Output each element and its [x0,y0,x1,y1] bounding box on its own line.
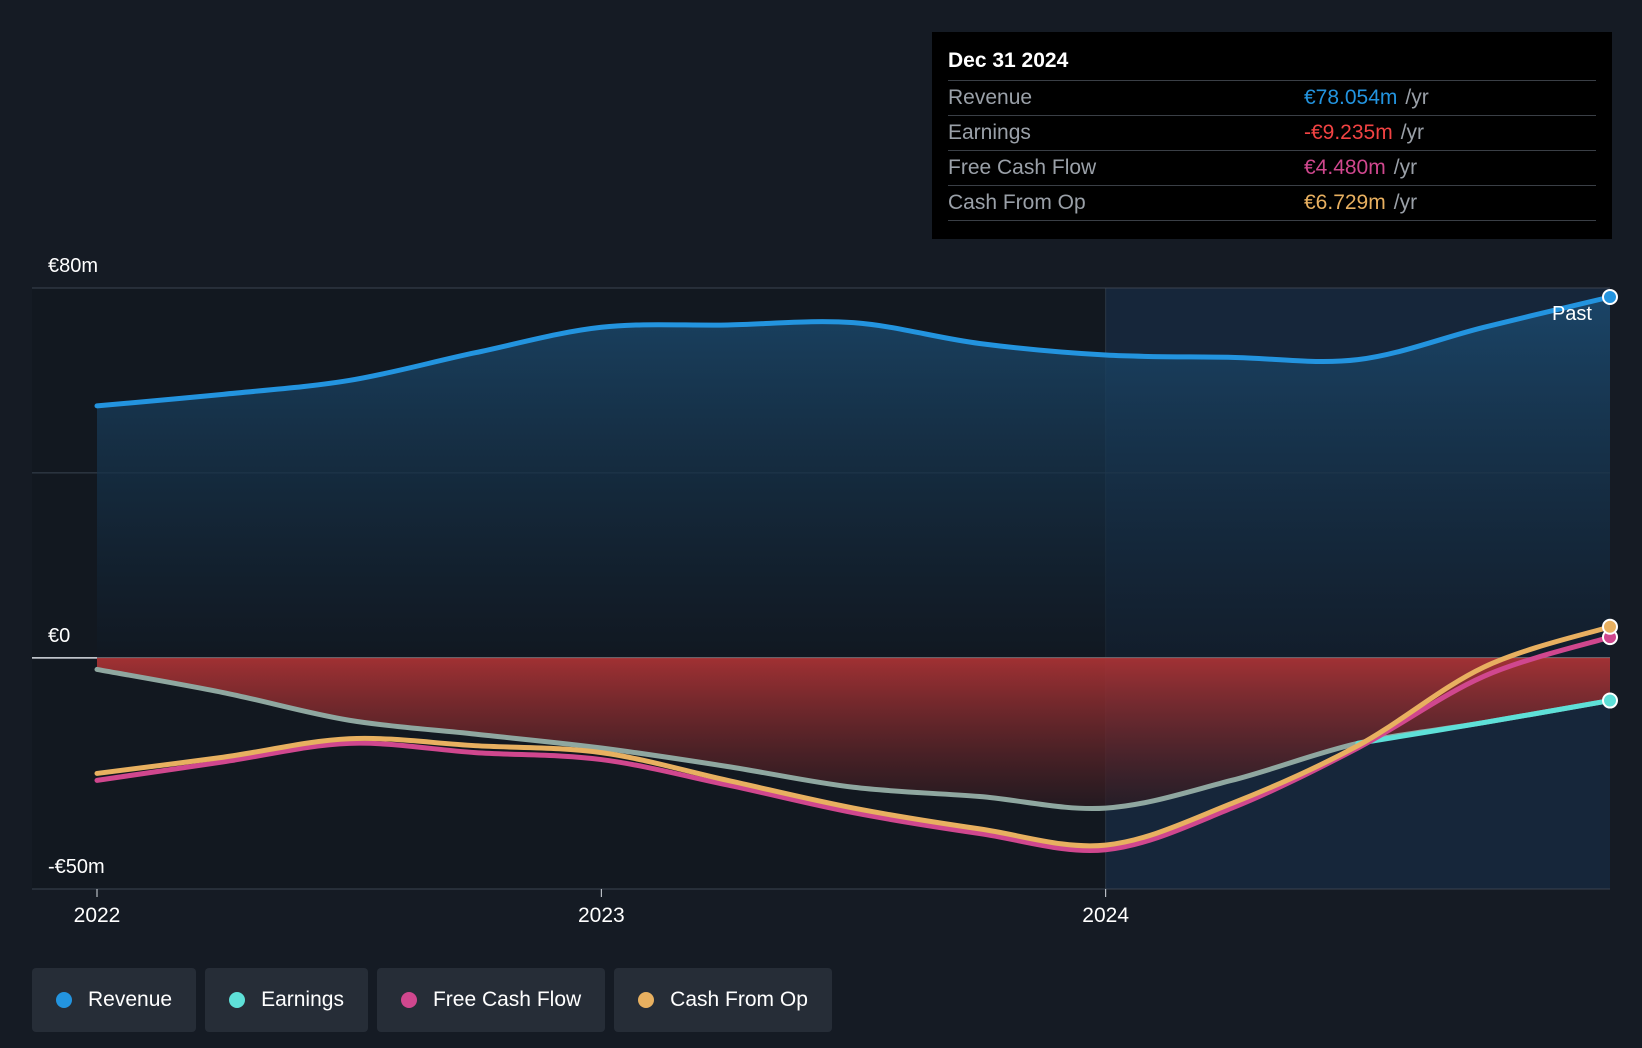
past-label: Past [1552,303,1592,325]
tooltip-row-earnings: Earnings -€9.235m /yr [948,116,1596,151]
tooltip-row-unit: /yr [1393,156,1418,179]
revenue-line [94,294,1613,409]
tooltip-row-value: €6.729m [1304,191,1386,214]
tooltip-row-unit: /yr [1405,86,1429,109]
tooltip-row-unit: /yr [1400,121,1425,144]
legend-dot-icon [229,992,246,1008]
tooltip-row-value: -€9.235m [1304,121,1393,144]
legend-item-cash-from-op[interactable]: Cash From Op [614,968,832,1032]
legend-label: Free Cash Flow [432,988,582,1011]
legend-item-earnings[interactable]: Earnings [205,968,368,1032]
y-tick-label: -€50m [48,856,105,878]
tooltip-row-revenue: Revenue €78.054m /yr [948,81,1596,116]
legend-label: Earnings [261,988,344,1011]
legend-dot-icon [56,992,72,1008]
earnings-area [97,657,1610,809]
tooltip-row-label: Free Cash Flow [948,156,1097,179]
tooltip-date: Dec 31 2024 [948,46,1596,81]
cash-from-op-end-marker [1602,618,1618,635]
legend: Revenue Earnings Free Cash Flow Cash Fro… [32,968,832,1032]
revenue-area [97,296,1610,658]
axes: €80m €0 -€50m 2022 2023 2024 Past [48,255,1592,927]
legend-dot-icon [400,992,417,1008]
earnings-end-marker [1602,692,1618,709]
revenue-end-marker [1602,288,1618,305]
y-tick-label: €0 [48,625,70,647]
legend-label: Revenue [88,988,173,1011]
tooltip-row-value: €78.054m [1304,86,1398,109]
tooltip-row-label: Cash From Op [948,191,1086,214]
tooltip-row-unit: /yr [1393,191,1418,214]
legend-dot-icon [638,992,655,1008]
earnings-recent-line [1355,698,1613,746]
tooltip: Dec 31 2024 Revenue €78.054m /yr Earning… [932,32,1612,239]
legend-label: Cash From Op [670,988,808,1011]
y-tick-label: €80m [48,255,98,277]
legend-item-free-cash-flow[interactable]: Free Cash Flow [376,968,606,1032]
tooltip-row-value: €4.480m [1304,156,1386,179]
x-tick-label: 2024 [1082,904,1129,927]
tooltip-row-label: Earnings [948,121,1031,144]
cash-from-op-line [94,624,1613,849]
series-lines [94,288,1618,853]
tooltip-row-cash-from-op: Cash From Op €6.729m /yr [948,186,1596,221]
tooltip-row-label: Revenue [948,86,1033,109]
x-tick-label: 2023 [578,904,625,927]
x-tick-label: 2022 [74,904,121,927]
tooltip-row-free-cash-flow: Free Cash Flow €4.480m /yr [948,151,1596,186]
areas [97,296,1610,809]
legend-item-revenue[interactable]: Revenue [32,968,197,1032]
